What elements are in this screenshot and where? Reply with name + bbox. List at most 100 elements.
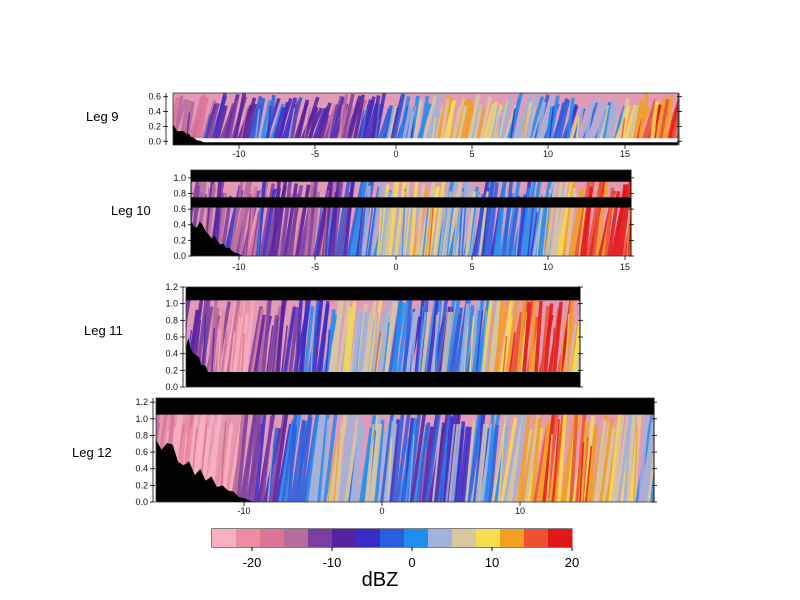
echo-streak <box>404 206 411 256</box>
echo-streak <box>293 201 303 256</box>
x-tick-label: -5 <box>311 262 319 272</box>
y-tick-label: 0.6 <box>135 447 148 457</box>
echo-streak <box>416 422 431 502</box>
echo-streak <box>299 291 310 387</box>
echo-streak <box>616 184 629 256</box>
echo-streak <box>326 209 333 256</box>
echo-streak <box>370 95 381 145</box>
echo-streak <box>523 172 537 256</box>
echo-streak <box>260 416 274 502</box>
panel-leg-10: 0.0 0.2 0.4 0.6 0.8 1.0 -10 -5 0 5 10 15 Leg 10 <box>111 169 657 272</box>
echo-streak <box>377 198 383 256</box>
echo-streak <box>690 113 695 145</box>
echo-streak <box>687 104 695 145</box>
echo-streak <box>445 182 463 256</box>
terrain-echo <box>173 123 214 145</box>
echo-streak <box>422 406 441 502</box>
echo-streak <box>433 180 446 256</box>
echo-streak <box>500 417 518 502</box>
echo-streak <box>670 107 678 145</box>
echo-streak <box>523 93 539 145</box>
echo-streak <box>450 423 461 502</box>
echo-streak <box>290 419 306 502</box>
echo-streak <box>295 99 310 145</box>
echo-streak <box>595 337 601 387</box>
echo-streak <box>211 93 227 145</box>
echo-streak <box>392 411 405 502</box>
x-tick-label: 15 <box>620 262 630 272</box>
echo-streak <box>229 171 245 256</box>
echo-streak <box>274 170 289 256</box>
echo-streak <box>409 176 419 256</box>
echo-streak <box>586 98 603 145</box>
echo-streak <box>488 424 499 502</box>
echo-streak <box>574 177 592 256</box>
colorbar-title: dBZ <box>362 569 399 591</box>
echo-streak <box>583 297 591 387</box>
echo-streak <box>455 421 466 502</box>
echo-streak <box>638 401 650 502</box>
echo-streak <box>484 175 496 256</box>
echo-streak <box>583 317 587 387</box>
echo-streak <box>314 400 326 502</box>
echo-streak <box>556 99 571 145</box>
x-tick-label: -10 <box>232 262 245 272</box>
echo-streak <box>278 419 295 502</box>
echo-streak <box>251 211 260 256</box>
echo-streak <box>661 421 672 502</box>
echo-streak <box>173 96 180 130</box>
echo-streak <box>338 409 353 502</box>
echo-streak <box>607 100 619 145</box>
echo-streak <box>326 425 345 502</box>
echo-streak <box>633 425 639 502</box>
colorbar-tick-label: 0 <box>408 555 415 570</box>
reflectivity-field <box>191 170 657 256</box>
leg-label: Leg 11 <box>84 323 123 338</box>
echo-streak <box>301 96 320 145</box>
echo-streak <box>344 417 361 502</box>
y-tick-label: 0.2 <box>165 365 178 375</box>
echo-streak <box>569 399 580 502</box>
echo-streak <box>648 176 657 256</box>
echo-streak <box>443 287 463 387</box>
echo-streak <box>364 423 375 502</box>
colorbar-swatch <box>500 529 525 547</box>
y-tick-label: 0.4 <box>135 464 148 474</box>
echo-streak <box>437 403 453 502</box>
echo-streak <box>434 402 451 502</box>
echo-streak <box>582 437 589 502</box>
echo-streak <box>248 405 261 502</box>
echo-streak <box>481 104 496 145</box>
echo-streak <box>693 104 707 145</box>
y-tick-label: 0.2 <box>135 480 148 490</box>
echo-streak <box>196 97 209 145</box>
echo-streak <box>583 98 595 145</box>
x-tick-label: 0 <box>393 149 398 159</box>
echo-streak <box>502 173 514 256</box>
y-tick-label: 0.6 <box>173 204 186 214</box>
echo-streak <box>515 290 528 387</box>
echo-streak <box>575 354 580 387</box>
echo-streak <box>238 97 257 145</box>
echo-streak <box>269 405 288 502</box>
echo-streak <box>491 402 511 502</box>
echo-streak <box>647 442 654 502</box>
panel-leg-12: 0.0 0.2 0.4 0.6 0.8 1.0 1.2 -10 0 10 Leg 12 <box>72 397 672 516</box>
echo-streak <box>481 423 492 502</box>
echo-streak <box>156 404 161 462</box>
echo-streak <box>595 317 608 387</box>
y-tick-label: 0.8 <box>135 430 148 440</box>
echo-streak <box>470 293 486 387</box>
colorbar-swatch <box>476 529 501 547</box>
echo-streak <box>289 100 301 145</box>
y-tick-label: 1.2 <box>135 397 148 407</box>
echo-streak <box>242 399 259 502</box>
x-tick-label: -10 <box>232 149 245 159</box>
echo-streak <box>422 204 430 256</box>
echo-streak <box>684 104 693 145</box>
echo-streak <box>374 103 381 145</box>
echo-streak <box>410 398 429 502</box>
echo-streak <box>325 95 344 145</box>
no-echo-region <box>186 287 580 301</box>
echo-streak <box>530 417 542 502</box>
